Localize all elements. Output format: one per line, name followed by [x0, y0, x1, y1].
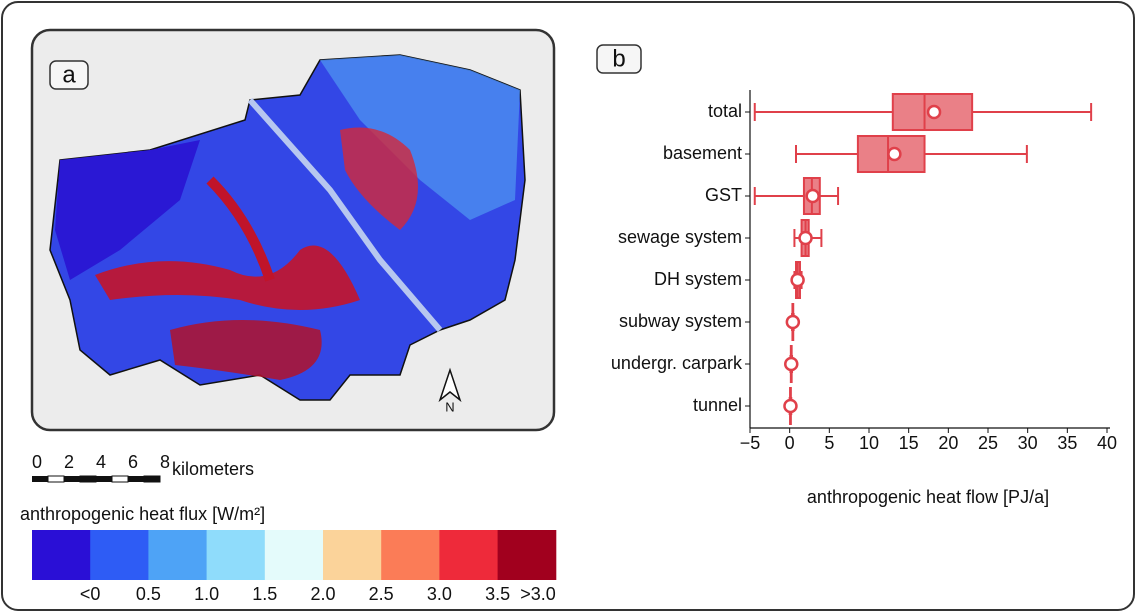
- scale-segment: [143, 475, 161, 483]
- y-tick-label: total: [708, 101, 742, 121]
- scale-tick-label: 6: [128, 452, 138, 472]
- x-tick-label: 20: [938, 433, 958, 453]
- mean: [783, 398, 798, 414]
- legend-label: 2.5: [369, 584, 394, 604]
- panel-label: a: [62, 61, 76, 88]
- scale-segment: [47, 475, 65, 483]
- mean: [926, 104, 942, 120]
- scale-tick-label: 0: [32, 452, 42, 472]
- legend-swatch: [381, 530, 440, 580]
- legend-swatch: [497, 530, 557, 580]
- legend-label: 1.5: [252, 584, 277, 604]
- plot-area: −5 0 5 10 15 20 25 30 35 40 total basement GST sewage…: [611, 93, 1117, 453]
- map-panel: N a 0 2 4 6 8 kilometers anthropogenic heat f…: [20, 28, 557, 604]
- legend-swatch: [32, 530, 91, 580]
- north-arrow: [438, 367, 462, 403]
- legend-title: anthropogenic heat flux [W/m²]: [20, 504, 265, 524]
- y-tick-label: DH system: [654, 269, 742, 289]
- legend-label: 0.5: [136, 584, 161, 604]
- legend-swatch: [264, 530, 324, 580]
- legend-swatch: [148, 530, 208, 580]
- map-region: [95, 245, 360, 310]
- panel-label-box: [49, 60, 89, 90]
- mean: [790, 272, 805, 288]
- mean: [798, 230, 813, 246]
- x-tick-label: 10: [859, 433, 879, 453]
- scale-segment: [32, 476, 48, 482]
- scale-tick-label: 8: [160, 452, 170, 472]
- scale-bar: 0 2 4 6 8 kilometers: [32, 452, 254, 483]
- legend-label: 3.0: [427, 584, 452, 604]
- scale-segment: [96, 476, 112, 482]
- scale-segment: [79, 475, 97, 483]
- panel-label-box: [596, 44, 642, 74]
- legend-label: 2.0: [310, 584, 335, 604]
- legend-label: 1.0: [194, 584, 219, 604]
- scale-tick-label: 2: [64, 452, 74, 472]
- legend: <0 0.5 1.0 1.5 2.0 2.5 3.0 3.5 >3.0: [32, 530, 557, 604]
- box-panel: b anthropogenic heat flow [PJ/a] −5 0 5 10 1…: [596, 44, 1117, 507]
- y-tick-label: basement: [663, 143, 742, 163]
- legend-label: 3.5: [485, 584, 510, 604]
- x-tick-label: 25: [978, 433, 998, 453]
- x-tick-label: 40: [1097, 433, 1117, 453]
- y-tick-label: tunnel: [693, 395, 742, 415]
- scale-segment: [64, 476, 80, 482]
- legend-swatch: [206, 530, 266, 580]
- map-region: [170, 320, 322, 380]
- scale-unit: kilometers: [172, 459, 254, 479]
- y-tick-label: undergr. carpark: [611, 353, 743, 373]
- mean: [784, 356, 799, 372]
- x-axis-title: anthropogenic heat flow [PJ/a]: [807, 487, 1049, 507]
- y-tick-label: subway system: [619, 311, 742, 331]
- mean: [805, 188, 820, 204]
- mean: [887, 146, 902, 162]
- map-region: [55, 140, 200, 280]
- north-label: N: [445, 399, 454, 414]
- x-tick-label: 5: [824, 433, 834, 453]
- legend-swatch: [439, 530, 499, 580]
- legend-swatch: [323, 530, 382, 580]
- scale-segment: [111, 475, 129, 483]
- panel-label: b: [612, 45, 625, 72]
- map-region: [340, 127, 418, 230]
- mean: [785, 314, 801, 330]
- map-region: [320, 55, 520, 220]
- x-tick-label: −5: [740, 433, 761, 453]
- scale-segment: [128, 476, 144, 482]
- map-region: [206, 176, 275, 282]
- x-tick-label: 35: [1057, 433, 1077, 453]
- x-tick-label: 0: [785, 433, 795, 453]
- legend-label: <0: [80, 584, 101, 604]
- x-tick-label: 30: [1018, 433, 1038, 453]
- legend-swatch: [90, 530, 149, 580]
- y-tick-label: GST: [705, 185, 742, 205]
- legend-label: >3.0: [520, 584, 556, 604]
- scale-tick-label: 4: [96, 452, 106, 472]
- y-tick-label: sewage system: [618, 227, 742, 247]
- river: [247, 98, 443, 332]
- x-tick-label: 15: [899, 433, 919, 453]
